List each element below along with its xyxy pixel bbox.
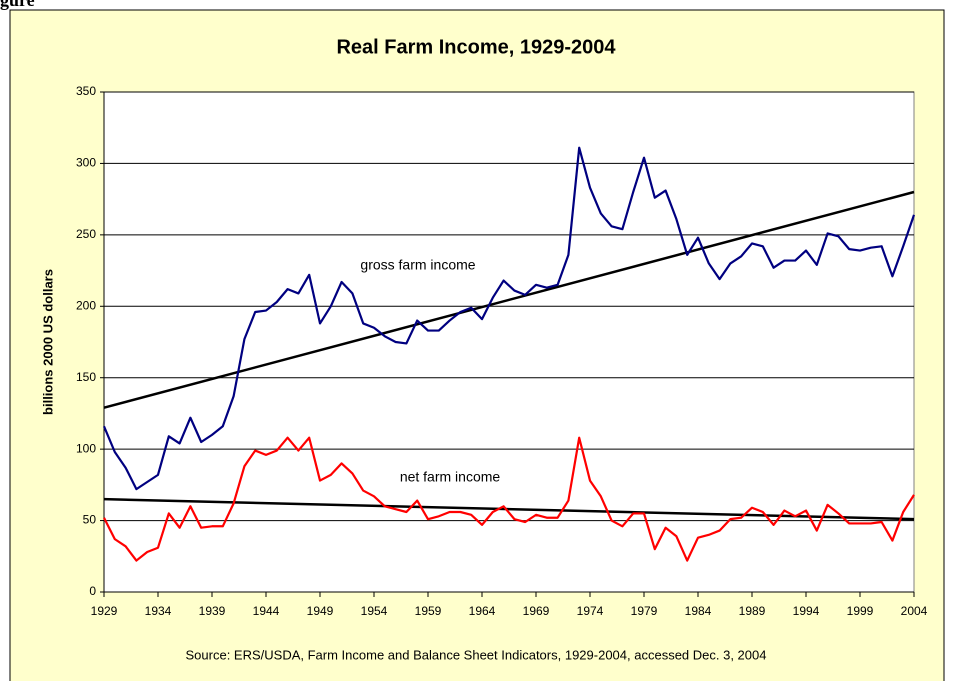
y-tick-label: 300 [76, 156, 96, 170]
x-tick-label: 1944 [253, 604, 280, 618]
y-tick-label: 0 [89, 584, 96, 598]
source-note: Source: ERS/USDA, Farm Income and Balanc… [186, 647, 767, 662]
x-tick-label: 1934 [145, 604, 172, 618]
y-tick-label: 100 [76, 441, 96, 455]
series-label: net farm income [400, 469, 501, 485]
x-tick-label: 1929 [91, 604, 118, 618]
x-tick-label: 2004 [901, 604, 928, 618]
y-tick-label: 200 [76, 298, 96, 312]
y-tick-label: 150 [76, 370, 96, 384]
x-tick-label: 1964 [469, 604, 496, 618]
series-label: gross farm income [360, 257, 475, 273]
x-tick-label: 1974 [577, 604, 604, 618]
trend-line [103, 497, 915, 521]
x-tick-label: 1939 [199, 604, 226, 618]
x-tick-label: 1999 [847, 604, 874, 618]
chart-title: Real Farm Income, 1929-2004 [336, 36, 616, 58]
y-tick-label: 250 [76, 227, 96, 241]
x-tick-label: 1954 [361, 604, 388, 618]
series-line [102, 146, 916, 491]
x-tick-label: 1984 [685, 604, 712, 618]
x-tick-label: 1979 [631, 604, 658, 618]
x-tick-label: 1994 [793, 604, 820, 618]
x-tick-label: 1949 [307, 604, 334, 618]
x-tick-label: 1989 [739, 604, 766, 618]
x-tick-label: 1959 [415, 604, 442, 618]
y-axis-label: billions 2000 US dollars [40, 269, 55, 415]
y-tick-label: 50 [83, 513, 97, 527]
y-tick-label: 350 [76, 84, 96, 98]
x-tick-label: 1969 [523, 604, 550, 618]
series-line [103, 436, 915, 562]
header-text: gure [0, 0, 35, 10]
